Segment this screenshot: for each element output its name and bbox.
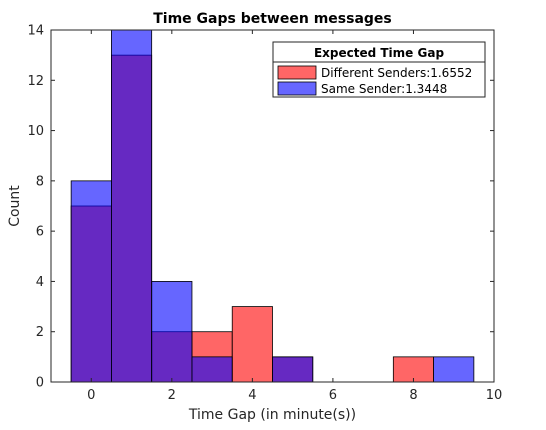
x-tick-label-3: 6 <box>329 388 337 403</box>
y-axis-label: Count <box>7 185 23 227</box>
y-tick-label-3: 6 <box>36 225 44 240</box>
legend-swatch-1 <box>277 81 317 96</box>
bar-series1-bin5 <box>272 356 314 383</box>
y-tick-label-6: 12 <box>27 74 44 89</box>
axes-layer: 0 2 4 6 8 10 0 2 4 6 8 10 12 14 <box>27 24 502 404</box>
legend-title: Expected Time Gap <box>314 46 444 60</box>
bar-series0-bin4 <box>231 306 273 383</box>
y-tick-label-5: 10 <box>27 124 44 139</box>
bar-series1-bin2 <box>151 281 193 383</box>
x-tick-label-4: 8 <box>409 388 417 403</box>
legend-label-0: Different Senders:1.6552 <box>321 66 472 80</box>
chart-title: Time Gaps between messages <box>153 11 392 27</box>
x-tick-label-0: 0 <box>87 388 95 403</box>
bar-series1-bin3 <box>191 356 233 383</box>
bar-series1-bin0 <box>70 180 112 383</box>
axes-frame <box>50 29 495 383</box>
legend-items: Different Senders:1.6552 Same Sender:1.34… <box>277 65 472 96</box>
y-tick-label-0: 0 <box>36 376 44 391</box>
y-tick-label-4: 8 <box>36 174 44 189</box>
y-tick-label-2: 4 <box>36 275 44 290</box>
legend: Expected Time Gap Different Senders:1.65… <box>272 41 486 98</box>
bar-series0-bin8 <box>392 356 434 383</box>
bars-layer <box>70 29 475 383</box>
x-tick-label-2: 4 <box>248 388 256 403</box>
bar-series1-bin1 <box>111 29 153 383</box>
y-tick-label-7: 14 <box>27 24 44 39</box>
x-tick-label-5: 10 <box>486 388 503 403</box>
bar-series1-bin9 <box>433 356 475 383</box>
x-axis-label: Time Gap (in minute(s)) <box>188 407 356 423</box>
x-tick-label-1: 2 <box>168 388 176 403</box>
y-tick-label-1: 2 <box>36 325 44 340</box>
legend-label-1: Same Sender:1.3448 <box>321 82 447 96</box>
legend-swatch-0 <box>277 65 317 80</box>
